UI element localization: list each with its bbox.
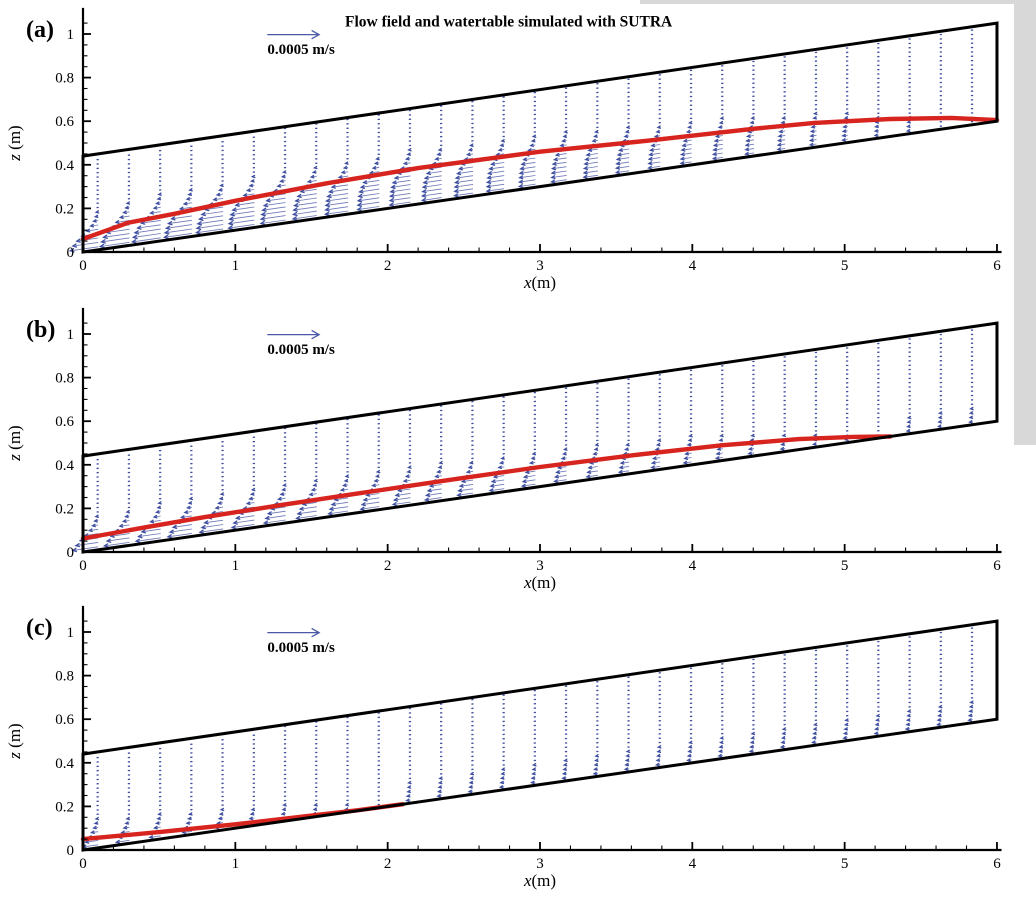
panel-c: 0 1 2 3 4 5 6 0 0.2 0.4 0.6 0.8 1 x(m) z (m) 0.0005 m/s…: [5, 605, 1002, 890]
panel-a: 0 1 2 3 4 5 6 0 0.2 0.4 0.6 0.8 1 x(m) z (m) 0.0005 m/s…: [5, 7, 1002, 292]
watertable-curve: [80, 115, 1000, 242]
x-tick-label: 3: [536, 856, 544, 872]
y-axis-label: z (m): [5, 723, 24, 759]
y-tick-label: 1: [67, 327, 75, 343]
x-tick-label: 4: [689, 856, 697, 872]
panel-label: (c): [26, 615, 53, 641]
scale-arrow-head: [311, 329, 321, 340]
y-tick-label: 0.6: [55, 414, 74, 430]
y-axis-label: z (m): [5, 425, 24, 461]
y-tick-label: 0.4: [55, 158, 74, 174]
scale-arrow-label: 0.0005 m/s: [267, 42, 335, 58]
x-tick-label: 5: [841, 856, 849, 872]
axes: 0 1 2 3 4 5 6 0 0.2 0.4 0.6 0.8 1 x(m) z (m): [5, 605, 1002, 890]
x-axis-label: x(m): [523, 871, 556, 890]
scale-arrow-head: [311, 627, 321, 638]
domain-outline: [81, 21, 999, 254]
scale-arrow: [267, 329, 321, 340]
x-tick-label: 5: [841, 558, 849, 574]
domain-outline: [81, 619, 999, 852]
scale-arrow: [267, 627, 321, 638]
panel-b: 0 1 2 3 4 5 6 0 0.2 0.4 0.6 0.8 1 x(m) z (m) 0.0005 m/s…: [5, 307, 1002, 592]
y-tick-label: 0.2: [55, 799, 74, 815]
y-tick-label: 1: [67, 27, 75, 43]
y-tick-label: 0.6: [55, 712, 74, 728]
vector-field-heads: [71, 329, 974, 553]
watertable-curve: [80, 802, 406, 842]
y-tick-label: 0.2: [55, 501, 74, 517]
y-tick-label: 0.6: [55, 114, 74, 130]
x-tick-label: 1: [232, 856, 240, 872]
scale-arrow-label: 0.0005 m/s: [267, 342, 335, 358]
panel-label: (a): [26, 17, 54, 43]
x-tick-label: 0: [79, 856, 87, 872]
scale-arrow: [267, 29, 321, 40]
x-tick-label: 0: [79, 558, 87, 574]
y-tick-label: 0.8: [55, 71, 74, 87]
x-tick-label: 3: [536, 258, 544, 274]
x-tick-label: 2: [384, 558, 392, 574]
y-tick-label: 0.4: [55, 756, 74, 772]
x-axis-label: x(m): [523, 573, 556, 592]
x-tick-label: 1: [232, 558, 240, 574]
vector-field-shafts: [72, 408, 973, 551]
y-tick-label: 0.4: [55, 458, 74, 474]
y-tick-label: 0.2: [55, 201, 74, 217]
y-tick-label: 1: [67, 625, 75, 641]
x-tick-label: 5: [841, 258, 849, 274]
vector-field-heads: [68, 29, 974, 253]
x-tick-label: 3: [536, 558, 544, 574]
y-tick-label: 0: [67, 245, 75, 261]
y-tick-label: 0.8: [55, 371, 74, 387]
x-axis-label: x(m): [523, 273, 556, 292]
scale-arrow-head: [311, 29, 321, 40]
y-tick-label: 0: [67, 545, 75, 561]
page-margin-top: [640, 0, 1036, 4]
panel-label: (b): [26, 317, 55, 343]
x-tick-label: 6: [993, 258, 1001, 274]
axes: 0 1 2 3 4 5 6 0 0.2 0.4 0.6 0.8 1 x(m) z (m): [5, 7, 1002, 292]
watertable-curve: [80, 434, 893, 541]
y-tick-label: 0: [67, 843, 75, 859]
x-tick-label: 2: [384, 258, 392, 274]
x-tick-label: 6: [993, 558, 1001, 574]
x-tick-label: 0: [79, 258, 87, 274]
vector-field-heads: [81, 627, 974, 849]
axes: 0 1 2 3 4 5 6 0 0.2 0.4 0.6 0.8 1 x(m) z (m): [5, 307, 1002, 592]
scale-arrow-label: 0.0005 m/s: [267, 640, 335, 656]
y-tick-label: 0.8: [55, 669, 74, 685]
page-margin-right: [1014, 0, 1036, 445]
figure-title: Flow field and watertable simulated with…: [345, 13, 673, 30]
x-tick-label: 4: [689, 258, 697, 274]
x-tick-label: 2: [384, 856, 392, 872]
y-axis-label: z (m): [5, 125, 24, 161]
vector-field-shafts: [70, 112, 911, 252]
x-tick-label: 6: [993, 856, 1001, 872]
x-tick-label: 4: [689, 558, 697, 574]
x-tick-label: 1: [232, 258, 240, 274]
